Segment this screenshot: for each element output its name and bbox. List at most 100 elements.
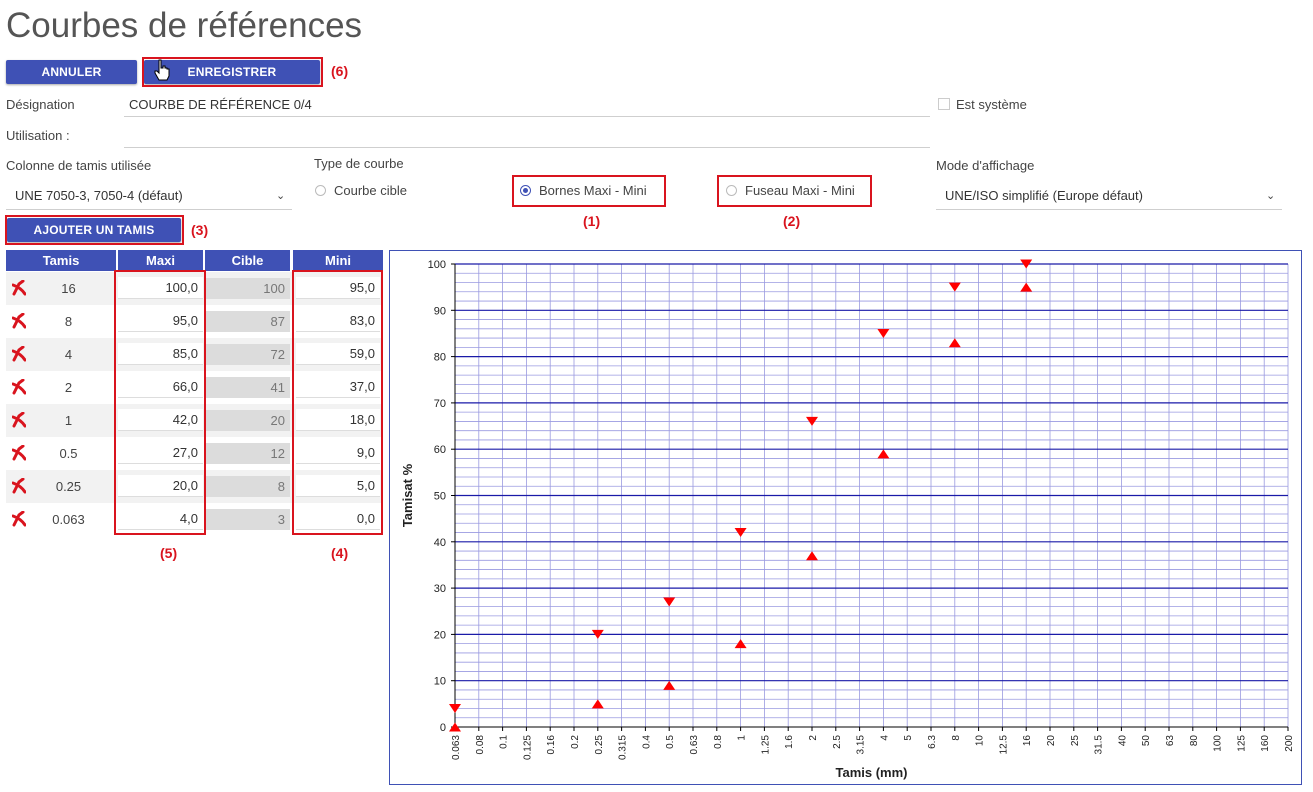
sieve-size: 0.5 [59,446,78,461]
maxi-input[interactable]: 4,0 [118,508,203,530]
maxi-point-marker [1020,259,1033,269]
x-tick-label: 0.25 [594,735,605,755]
maxi-input[interactable]: 20,0 [118,475,203,497]
radio-courbe-cible-label[interactable]: Courbe cible [334,183,407,198]
radio-courbe-cible[interactable] [315,185,326,196]
cancel-button[interactable]: ANNULER [6,60,137,84]
annotation-label-1: (1) [583,213,601,229]
mini-input[interactable]: 0,0 [296,508,380,530]
annotation-label-3: (3) [191,222,209,238]
colonne-tamis-select[interactable]: UNE 7050-3, 7050-4 (défaut) [15,188,183,203]
cible-value: 3 [205,509,290,530]
x-axis-label: Tamis (mm) [836,765,908,780]
x-tick-label: 1.6 [784,735,795,749]
mini-point-marker [948,338,961,348]
x-tick-label: 0.4 [641,735,652,749]
mode-affichage-select[interactable]: UNE/ISO simplifié (Europe défaut) [945,188,1143,203]
x-tick-label: 4 [879,735,890,741]
maxi-input[interactable]: 27,0 [118,442,203,464]
x-tick-label: 8 [951,735,962,741]
column-header-mini: Mini [293,250,383,271]
y-tick-label: 40 [434,537,446,549]
radio-bornes-maxi-mini-label[interactable]: Bornes Maxi - Mini [539,183,647,198]
maxi-point-marker [591,629,604,639]
cible-value: 8 [205,476,290,497]
delete-x-icon[interactable] [11,477,27,494]
radio-fuseau-maxi-mini-label[interactable]: Fuseau Maxi - Mini [745,183,855,198]
designation-label: Désignation [6,97,75,112]
x-tick-label: 20 [1046,735,1057,747]
cible-value: 20 [205,410,290,431]
x-tick-label: 100 [1213,735,1224,752]
mini-input[interactable]: 9,0 [296,442,380,464]
delete-x-icon[interactable] [11,279,27,296]
mini-input[interactable]: 83,0 [296,310,380,332]
add-sieve-button[interactable]: AJOUTER UN TAMIS [7,218,181,242]
chevron-down-icon[interactable]: ⌄ [276,190,286,202]
annotation-box-4 [292,270,383,535]
mini-input[interactable]: 37,0 [296,376,380,398]
annotation-box-2 [717,175,872,207]
maxi-point-marker [948,282,961,292]
mini-point-marker [877,449,890,459]
mini-input[interactable]: 18,0 [296,409,380,431]
maxi-point-marker [663,597,676,607]
maxi-point-marker [877,328,890,338]
delete-x-icon[interactable] [11,510,27,527]
annotation-label-6: (6) [331,63,349,79]
designation-input[interactable]: COURBE DE RÉFÉRENCE 0/4 [129,97,312,112]
sieve-size: 2 [64,380,73,395]
delete-x-icon[interactable] [11,345,27,362]
x-tick-label: 0.5 [665,735,676,749]
x-tick-label: 0.063 [451,735,462,760]
radio-bornes-maxi-mini[interactable] [520,185,531,196]
sieve-size: 4 [64,347,73,362]
x-tick-label: 31.5 [1094,735,1105,755]
mini-input[interactable]: 59,0 [296,343,380,365]
x-tick-label: 0.08 [475,735,486,755]
delete-x-icon[interactable] [11,378,27,395]
mini-input[interactable]: 95,0 [296,277,380,299]
x-tick-label: 16 [1022,735,1033,747]
table-row: 0.25 20,0 8 5,0 [6,470,383,503]
cible-value: 41 [205,377,290,398]
y-tick-label: 80 [434,352,446,364]
radio-fuseau-maxi-mini[interactable] [726,185,737,196]
chevron-down-icon[interactable]: ⌄ [1266,190,1276,202]
granulometry-chart: 0 10 20 30 40 50 60 70 80 90 100 0.063 0.08 0.1 0.125 0… [389,250,1302,785]
y-tick-label: 10 [434,676,446,688]
column-header-tamis: Tamis [6,250,116,271]
table-row: 0.063 4,0 3 0,0 [6,503,383,536]
x-tick-label: 160 [1260,735,1271,752]
annotation-label-5: (5) [160,545,178,561]
annotation-box-6 [142,57,323,87]
maxi-point-marker [449,703,461,713]
x-tick-label: 1 [737,735,748,741]
colonne-tamis-label: Colonne de tamis utilisée [6,158,152,173]
est-systeme-label: Est système [956,97,1027,112]
maxi-input[interactable]: 95,0 [118,310,203,332]
sieve-size: 8 [64,314,73,329]
mini-point-marker [1020,282,1033,292]
delete-x-icon[interactable] [11,444,27,461]
delete-x-icon[interactable] [11,312,27,329]
maxi-point-marker [806,416,818,426]
delete-x-icon[interactable] [11,411,27,428]
maxi-input[interactable]: 66,0 [118,376,203,398]
annotation-box-3 [5,215,184,245]
mini-input[interactable]: 5,0 [296,475,380,497]
maxi-input[interactable]: 85,0 [118,343,203,365]
hand-pointer-icon [154,59,170,86]
save-button[interactable]: ENREGISTRER [144,60,320,84]
y-tick-label: 0 [440,722,446,734]
x-tick-label: 40 [1117,735,1128,747]
maxi-input[interactable]: 42,0 [118,409,203,431]
maxi-point-marker [734,528,747,538]
maxi-input[interactable]: 100,0 [118,277,203,299]
cible-value: 100 [205,278,290,299]
mini-point-marker [663,680,676,690]
est-systeme-checkbox[interactable] [938,98,950,110]
annotation-box-5 [114,270,206,535]
x-tick-label: 3.15 [856,735,867,755]
column-header-maxi: Maxi [118,250,203,271]
